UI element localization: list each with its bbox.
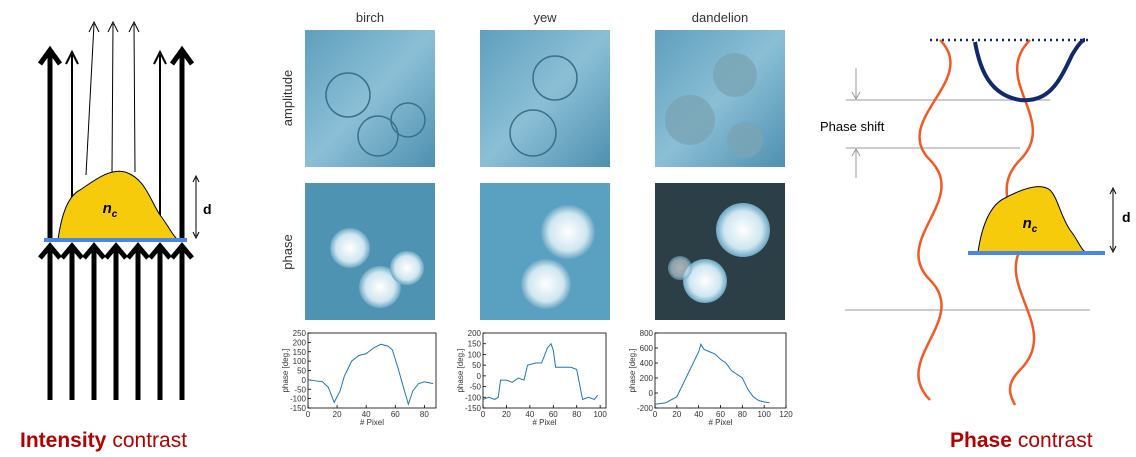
x-tick-label: 80 bbox=[420, 410, 429, 419]
y-tick-label: 150 bbox=[468, 340, 482, 349]
material-label: nc bbox=[1023, 215, 1038, 235]
y-tick-label: -100 bbox=[465, 393, 482, 402]
x-tick-label: 60 bbox=[549, 410, 558, 419]
y-tick-label: -100 bbox=[290, 395, 307, 404]
plot-frame bbox=[307, 332, 437, 409]
symbol: n bbox=[1023, 215, 1032, 232]
x-tick-label: 0 bbox=[306, 410, 311, 419]
y-tick-label: 200 bbox=[468, 329, 482, 338]
y-tick-label: 400 bbox=[640, 359, 654, 368]
y-tick-label: -150 bbox=[465, 404, 482, 413]
x-tick-label: 20 bbox=[672, 410, 681, 419]
caption: Intensity contrast bbox=[20, 429, 187, 452]
y-tick-label: 100 bbox=[468, 350, 482, 359]
y-tick-label: 250 bbox=[293, 329, 307, 338]
x-tick-label: 40 bbox=[694, 410, 703, 419]
x-tick-label: 60 bbox=[391, 410, 400, 419]
x-tick-label: 120 bbox=[779, 410, 793, 419]
column-label: dandelion bbox=[692, 10, 748, 25]
caption-rest: contrast bbox=[112, 429, 187, 452]
thickness-label: d bbox=[1122, 209, 1131, 225]
y-tick-label: 50 bbox=[297, 367, 306, 376]
subscript: c bbox=[1032, 224, 1038, 235]
x-tick-label: 0 bbox=[653, 410, 658, 419]
caption-bold: Intensity bbox=[20, 429, 107, 452]
x-tick-label: 20 bbox=[502, 410, 511, 419]
data-line bbox=[654, 343, 770, 405]
x-tick-label: 80 bbox=[738, 410, 747, 419]
y-axis-label: phase [deg.] bbox=[281, 348, 290, 392]
x-axis-label: # Pixel bbox=[532, 418, 556, 427]
y-tick-label: 200 bbox=[293, 338, 307, 347]
y-tick-label: -50 bbox=[469, 383, 481, 392]
x-tick-label: 40 bbox=[525, 410, 534, 419]
y-tick-label: 800 bbox=[640, 329, 654, 338]
y-tick-label: 150 bbox=[293, 348, 307, 357]
y-tick-label: -200 bbox=[637, 404, 654, 413]
right-diagram bbox=[845, 38, 1117, 406]
y-tick-label: 200 bbox=[640, 374, 654, 383]
x-tick-label: 20 bbox=[333, 410, 342, 419]
x-tick-label: 0 bbox=[481, 410, 486, 419]
y-tick-label: 0 bbox=[649, 389, 654, 398]
symbol: n bbox=[103, 200, 112, 217]
y-tick-label: 600 bbox=[640, 344, 654, 353]
subscript: c bbox=[112, 209, 118, 220]
column-label: yew bbox=[533, 10, 557, 25]
column-label: birch bbox=[356, 10, 384, 25]
y-axis-label: phase [deg.] bbox=[628, 348, 637, 392]
data-line bbox=[482, 342, 599, 401]
y-axis-label: phase [deg.] bbox=[456, 348, 465, 392]
x-tick-label: 100 bbox=[593, 410, 607, 419]
y-tick-label: 0 bbox=[302, 376, 307, 385]
plot-frame bbox=[654, 332, 787, 409]
thickness-label: d bbox=[203, 201, 212, 217]
x-axis-label: # Pixel bbox=[708, 418, 732, 427]
data-line bbox=[307, 343, 434, 406]
plot-frame bbox=[482, 332, 607, 409]
caption-rest: contrast bbox=[1018, 429, 1093, 452]
x-tick-label: 100 bbox=[757, 410, 771, 419]
x-tick-label: 40 bbox=[362, 410, 371, 419]
row-label: amplitude bbox=[280, 70, 295, 126]
left-diagram bbox=[37, 20, 200, 400]
y-tick-label: 100 bbox=[293, 357, 307, 366]
micrographs bbox=[305, 30, 785, 320]
material-label: nc bbox=[103, 200, 118, 220]
phase-shift-label: Phase shift bbox=[820, 119, 885, 134]
x-tick-label: 80 bbox=[572, 410, 581, 419]
y-tick-label: -150 bbox=[290, 404, 307, 413]
x-axis-label: # Pixel bbox=[360, 418, 384, 427]
y-tick-label: 50 bbox=[472, 361, 481, 370]
y-tick-label: -50 bbox=[294, 385, 306, 394]
x-tick-label: 60 bbox=[716, 410, 725, 419]
caption: Phase contrast bbox=[950, 429, 1093, 452]
caption-bold: Phase bbox=[950, 429, 1012, 452]
y-tick-label: 0 bbox=[477, 372, 482, 381]
row-label: phase bbox=[280, 234, 295, 269]
